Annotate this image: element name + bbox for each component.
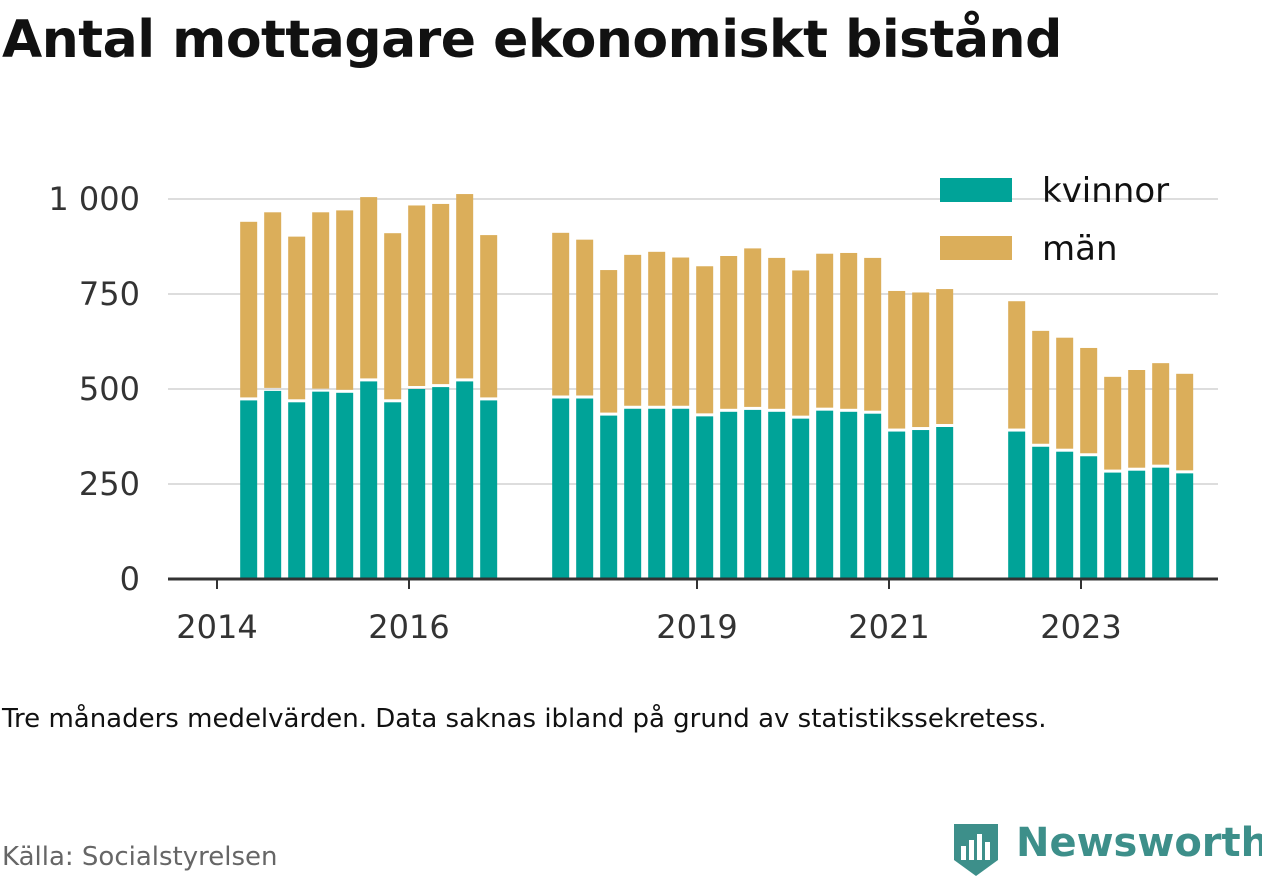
bar-man — [864, 257, 882, 411]
legend: kvinnor män — [940, 171, 1169, 269]
legend-label-man: män — [1042, 229, 1118, 269]
bar-man — [1128, 370, 1146, 468]
bar-kvinnor — [600, 415, 618, 579]
bar-man — [408, 205, 426, 386]
bar-kvinnor — [1176, 473, 1194, 579]
y-tick-label: 0 — [120, 560, 140, 598]
bar-man — [480, 235, 498, 398]
bar-kvinnor — [360, 381, 378, 579]
x-tick-label: 2016 — [368, 608, 449, 646]
y-tick-label: 250 — [79, 465, 140, 503]
bar-man — [1152, 363, 1170, 465]
brand-name: Newsworthy — [1016, 820, 1262, 866]
y-tick-label: 500 — [79, 370, 140, 408]
newsworthy-bar-chart-icon — [954, 824, 998, 876]
bar-man — [312, 212, 330, 389]
bar-kvinnor — [888, 431, 906, 579]
bar-man — [336, 210, 354, 390]
bar-man — [816, 253, 834, 408]
bar-man — [1176, 373, 1194, 471]
bar-man — [360, 197, 378, 379]
bar-kvinnor — [1104, 472, 1122, 579]
bar-man — [1008, 301, 1026, 429]
bar-kvinnor — [1008, 431, 1026, 579]
bar-man — [456, 194, 474, 379]
chart-title: Antal mottagare ekonomiskt bistånd — [2, 10, 1062, 70]
stacked-bar-chart: 0 250 500 750 1 000 2014 2016 2019 2021 2023 kvi… — [48, 171, 1218, 646]
y-tick-label: 750 — [79, 275, 140, 313]
bar-man — [648, 251, 666, 406]
x-axis: 2014 2016 2019 2021 2023 — [168, 577, 1218, 646]
bar-man — [1080, 347, 1098, 454]
bar-kvinnor — [456, 381, 474, 579]
x-tick-label: 2021 — [848, 608, 929, 646]
bar-man — [768, 257, 786, 409]
bar-man — [936, 289, 954, 424]
x-tick-label: 2019 — [656, 608, 737, 646]
bar-kvinnor — [480, 400, 498, 579]
chart-note: Tre månaders medelvärden. Data saknas ib… — [2, 704, 1047, 734]
legend-label-kvinnor: kvinnor — [1042, 171, 1169, 211]
bar-man — [384, 233, 402, 400]
bar-kvinnor — [696, 416, 714, 579]
bar-man — [720, 256, 738, 409]
y-axis-tick-labels: 0 250 500 750 1 000 — [48, 180, 140, 598]
bar-kvinnor — [408, 389, 426, 579]
bar-kvinnor — [840, 411, 858, 579]
bar-kvinnor — [312, 391, 330, 579]
bar-kvinnor — [792, 418, 810, 579]
bar-kvinnor — [336, 392, 354, 579]
bar-man — [240, 221, 258, 398]
bar-kvinnor — [576, 398, 594, 579]
bar-kvinnor — [936, 427, 954, 579]
bar-man — [912, 292, 930, 428]
x-tick-label: 2023 — [1040, 608, 1121, 646]
bar-kvinnor — [288, 402, 306, 579]
bar-kvinnor — [432, 387, 450, 579]
bar-man — [600, 270, 618, 413]
bar-kvinnor — [240, 400, 258, 579]
bar-man — [672, 257, 690, 406]
bar-man — [1104, 376, 1122, 470]
bars — [240, 194, 1194, 579]
bar-kvinnor — [744, 409, 762, 579]
x-tick-label: 2014 — [176, 608, 257, 646]
source-label: Källa: Socialstyrelsen — [2, 842, 278, 872]
bar-kvinnor — [864, 413, 882, 579]
legend-swatch-kvinnor — [940, 178, 1012, 202]
legend-swatch-man — [940, 236, 1012, 260]
bar-kvinnor — [912, 430, 930, 579]
bar-man — [1032, 330, 1050, 444]
bar-kvinnor — [672, 408, 690, 579]
bar-kvinnor — [1080, 456, 1098, 579]
bar-man — [696, 266, 714, 414]
bar-kvinnor — [1056, 451, 1074, 579]
bar-man — [264, 212, 282, 388]
bar-man — [552, 232, 570, 396]
bar-kvinnor — [552, 398, 570, 579]
bar-man — [744, 248, 762, 407]
bar-kvinnor — [264, 390, 282, 579]
bar-man — [792, 270, 810, 416]
bar-kvinnor — [1032, 446, 1050, 579]
bar-man — [576, 239, 594, 396]
bar-kvinnor — [648, 408, 666, 579]
newsworthy-brand[interactable]: Newsworthy — [950, 818, 1262, 876]
bar-man — [888, 290, 906, 429]
bar-kvinnor — [624, 408, 642, 579]
bar-kvinnor — [1152, 467, 1170, 579]
bar-kvinnor — [1128, 470, 1146, 579]
bar-kvinnor — [720, 411, 738, 579]
bar-man — [288, 236, 306, 400]
bar-man — [624, 254, 642, 406]
bar-man — [840, 252, 858, 409]
bar-kvinnor — [384, 402, 402, 579]
bar-man — [432, 203, 450, 385]
y-tick-label: 1 000 — [48, 180, 140, 218]
bar-man — [1056, 337, 1074, 449]
bar-kvinnor — [816, 410, 834, 579]
bar-kvinnor — [768, 411, 786, 579]
